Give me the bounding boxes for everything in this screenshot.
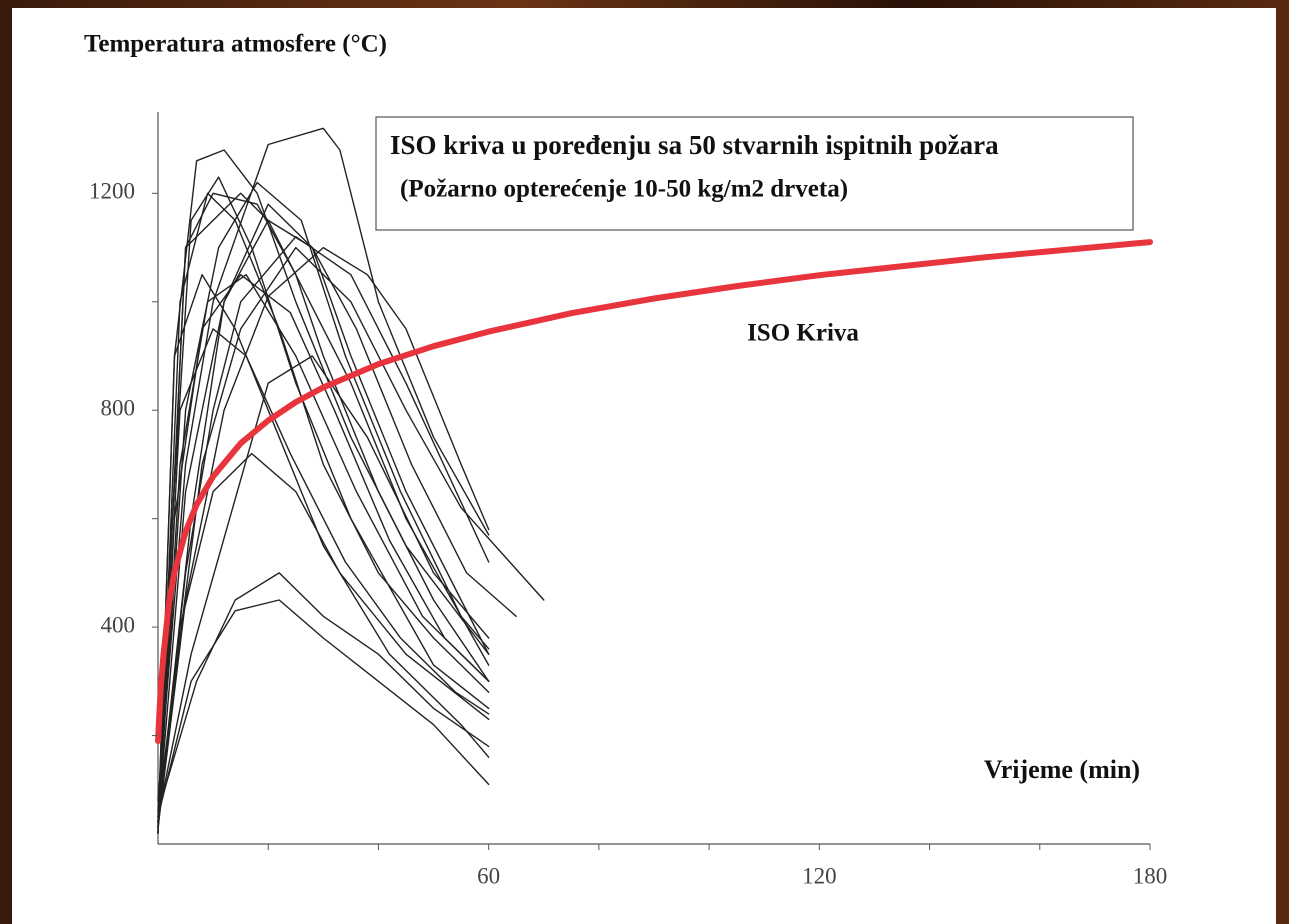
- x-axis-label: Vrijeme (min): [984, 755, 1140, 784]
- series-label: ISO Kriva: [747, 320, 859, 347]
- series-group: [155, 127, 1153, 834]
- fire-curve: [157, 236, 490, 829]
- fire-curve: [157, 572, 490, 813]
- fire-curve: [157, 149, 490, 829]
- y-tick-label: 400: [101, 612, 136, 637]
- fire-curve: [157, 328, 490, 823]
- y-axis-label: Temperatura atmosfere (°C): [84, 31, 387, 58]
- fire-curve: [157, 246, 545, 813]
- fire-curve: [157, 176, 490, 834]
- annotation-line: (Požarno opterećenje 10-50 kg/m2 drveta): [400, 176, 848, 203]
- iso-curve: [155, 239, 1153, 744]
- fire-curve: [157, 274, 490, 834]
- fire-curve: [157, 219, 517, 823]
- y-tick-label: 1200: [89, 179, 135, 204]
- fire-curve: [157, 599, 490, 818]
- fire-curve: [157, 274, 490, 829]
- fire-curve: [157, 192, 490, 823]
- annotation-box: [375, 116, 1134, 231]
- fire-curve: [157, 246, 490, 829]
- x-tick-label: 180: [1133, 863, 1168, 888]
- x-tick-label: 60: [477, 863, 500, 888]
- annotation-line: ISO kriva u poređenju sa 50 stvarnih isp…: [390, 130, 999, 160]
- fire-curve: [157, 181, 490, 823]
- fire-curve: [157, 127, 490, 802]
- fire-curve: [157, 355, 490, 818]
- y-tick-label: 800: [101, 396, 136, 421]
- x-tick-label: 120: [802, 863, 837, 888]
